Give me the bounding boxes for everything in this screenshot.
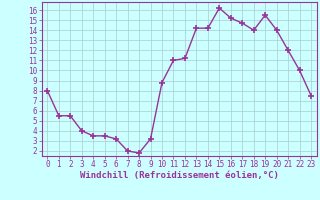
X-axis label: Windchill (Refroidissement éolien,°C): Windchill (Refroidissement éolien,°C) bbox=[80, 171, 279, 180]
